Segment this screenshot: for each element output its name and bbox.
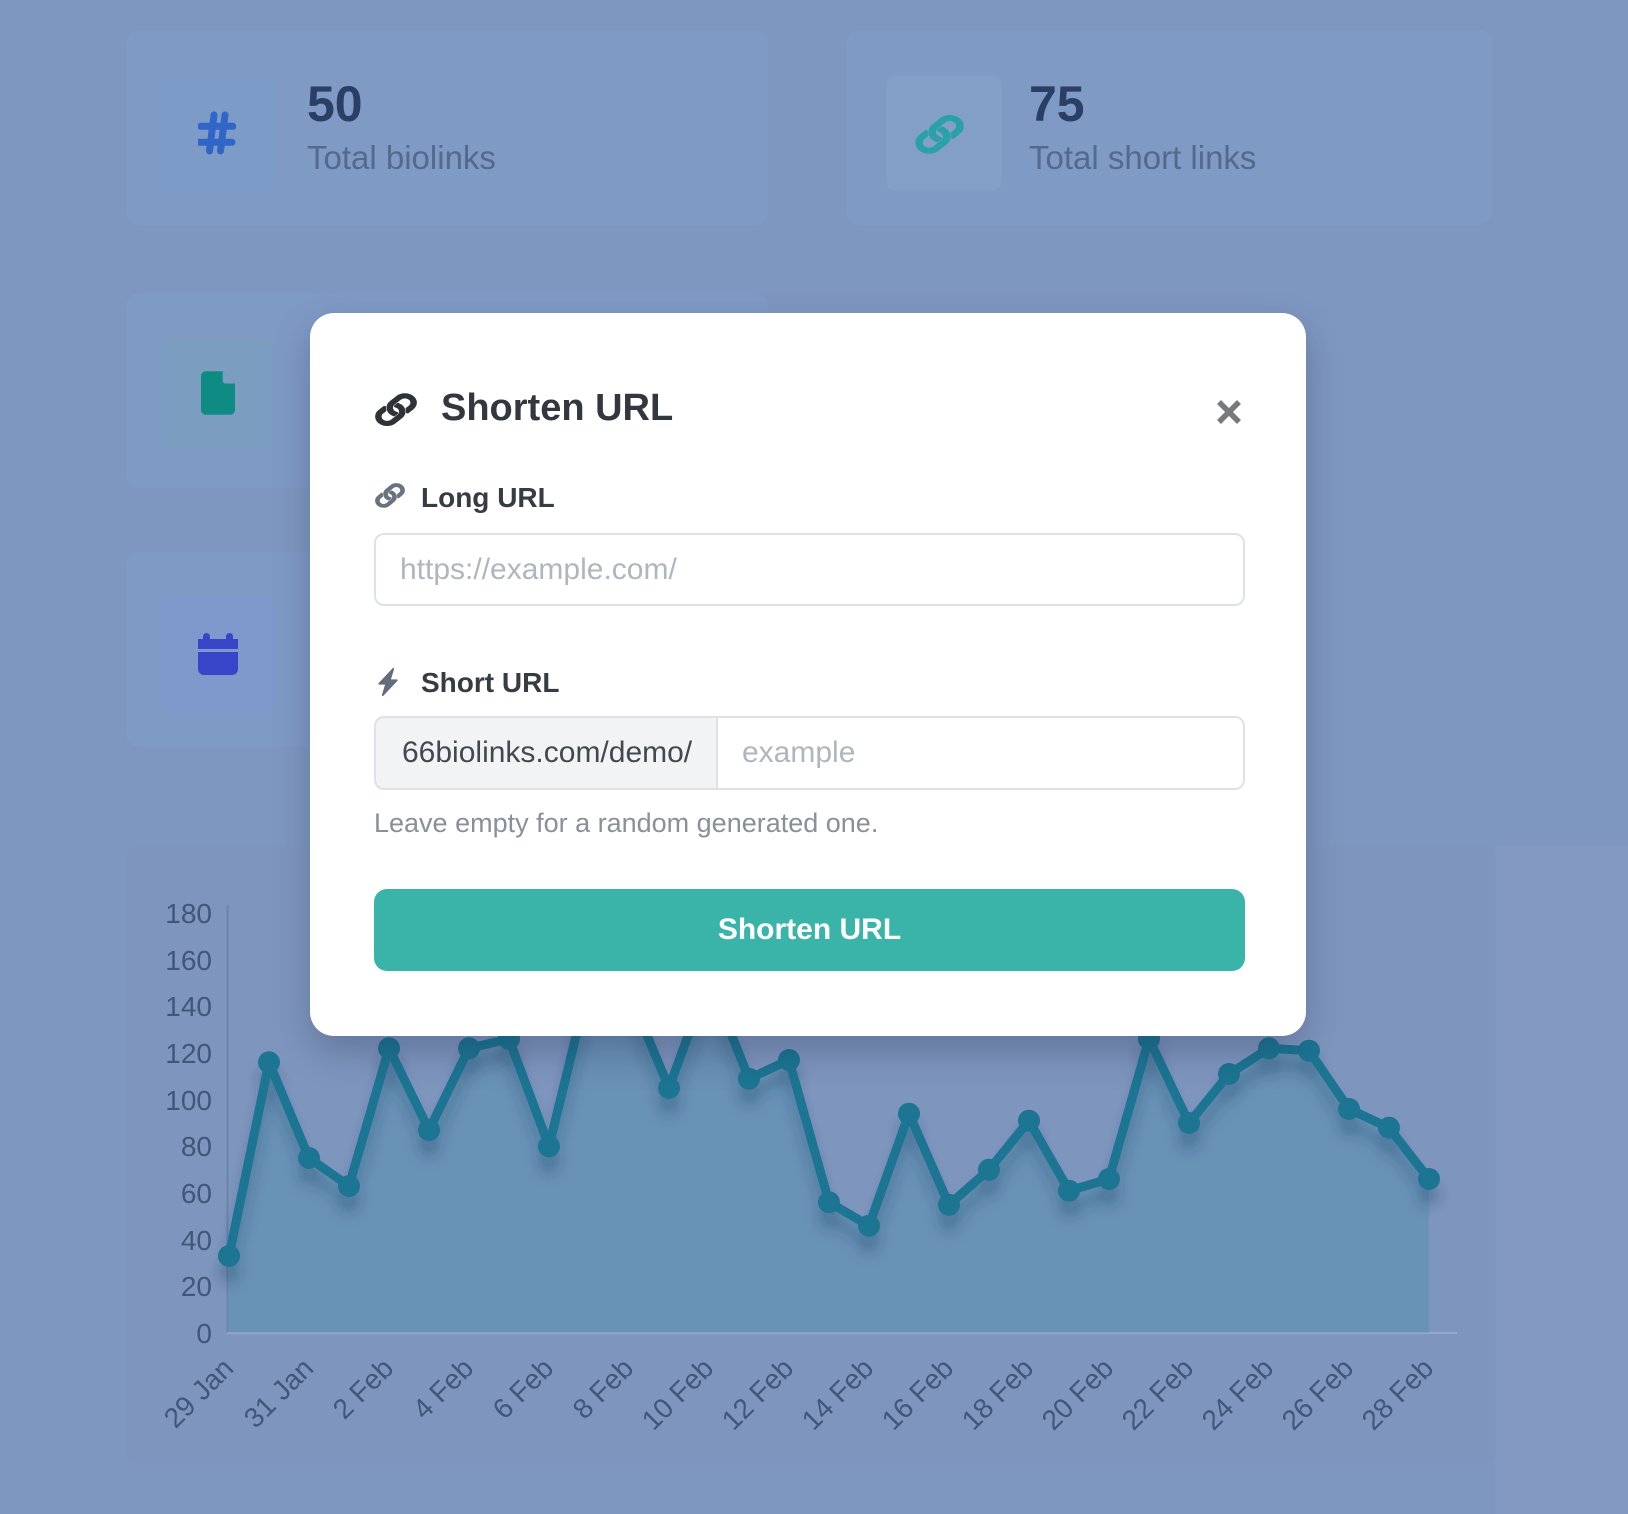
svg-text:2 Feb: 2 Feb [327, 1352, 400, 1425]
svg-text:24 Feb: 24 Feb [1196, 1352, 1280, 1436]
svg-text:10 Feb: 10 Feb [636, 1352, 720, 1436]
svg-text:100: 100 [165, 1085, 212, 1116]
svg-text:16 Feb: 16 Feb [876, 1352, 960, 1436]
svg-text:60: 60 [181, 1178, 212, 1209]
svg-text:20: 20 [181, 1271, 212, 1302]
svg-text:160: 160 [165, 945, 212, 976]
svg-text:14 Feb: 14 Feb [796, 1352, 880, 1436]
svg-text:28 Feb: 28 Feb [1356, 1352, 1440, 1436]
svg-text:12 Feb: 12 Feb [716, 1352, 800, 1436]
svg-text:20 Feb: 20 Feb [1036, 1352, 1120, 1436]
svg-text:18 Feb: 18 Feb [956, 1352, 1040, 1436]
svg-text:80: 80 [181, 1131, 212, 1162]
svg-text:29 Jan: 29 Jan [158, 1352, 239, 1433]
svg-text:0: 0 [196, 1318, 212, 1349]
svg-text:8 Feb: 8 Feb [567, 1352, 640, 1425]
svg-text:180: 180 [165, 898, 212, 929]
svg-text:26 Feb: 26 Feb [1276, 1352, 1360, 1436]
svg-text:140: 140 [165, 991, 212, 1022]
svg-text:120: 120 [165, 1038, 212, 1069]
svg-text:31 Jan: 31 Jan [238, 1352, 319, 1433]
svg-text:22 Feb: 22 Feb [1116, 1352, 1200, 1436]
svg-text:40: 40 [181, 1225, 212, 1256]
svg-text:4 Feb: 4 Feb [407, 1352, 480, 1425]
svg-text:6 Feb: 6 Feb [487, 1352, 560, 1425]
